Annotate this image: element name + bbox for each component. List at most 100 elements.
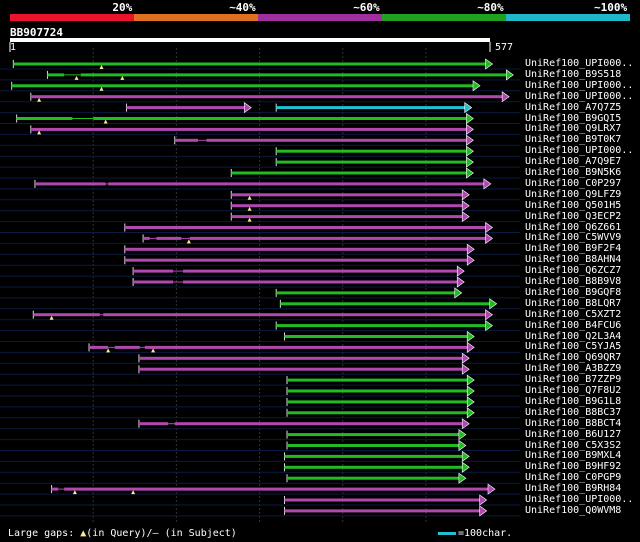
hit-label[interactable]: UniRef100_B8LQR7 [525,297,622,309]
hit-end-arrow-icon [456,276,465,288]
hit-label[interactable]: UniRef100_B9MXL4 [525,450,622,462]
hit-segment [276,324,487,328]
hit-end-arrow-icon [458,439,467,452]
hit-label[interactable]: UniRef100_B9GQI5 [525,112,622,124]
hit-segment [114,345,140,349]
hit-segment [231,204,464,208]
query-gap-triangle-icon [99,65,104,69]
hit-segment [206,138,468,142]
query-name: BB907724 [10,26,63,39]
hit-label[interactable]: UniRef100_UPI000.. [525,58,634,69]
hit-segment [124,258,469,262]
hit-end-arrow-icon [458,472,467,484]
ruler-end-label: 577 [495,42,514,53]
hit-label[interactable]: UniRef100_Q2L3A4 [525,330,622,342]
hit-segment [287,411,469,415]
hit-segment [287,444,460,447]
hit-label[interactable]: UniRef100_B6U127 [525,428,622,440]
hit-segment [156,236,182,240]
hit-end-arrow-icon [466,330,475,343]
hit-segment [284,335,469,338]
hit-end-arrow-icon [466,145,474,157]
hit-label[interactable]: UniRef100_B9RH84 [525,483,622,495]
hit-label[interactable]: UniRef100_B9T0K7 [525,134,622,146]
hit-label[interactable]: UniRef100_Q6Z661 [525,221,622,233]
hit-segment [64,487,489,491]
hit-label[interactable]: UniRef100_B9HF92 [525,461,622,473]
hit-label[interactable]: UniRef100_Q9LFZ9 [525,188,622,200]
hit-label[interactable]: UniRef100_B9GQF8 [525,286,622,298]
query-gap-triangle-icon [37,130,42,135]
hit-segment [30,95,504,99]
hit-end-arrow-icon [461,189,470,201]
hit-end-arrow-icon [466,167,474,179]
hit-segment [30,127,468,131]
hit-label[interactable]: UniRef100_Q69QR7 [525,352,622,364]
hit-segment [138,367,464,371]
hit-end-arrow-icon [454,287,463,299]
hit-segment [174,422,464,426]
hit-label[interactable]: UniRef100_A3BZZ9 [525,363,622,375]
hit-end-arrow-icon [461,363,470,375]
hit-label[interactable]: UniRef100_A7Q7Z5 [525,101,622,113]
hit-label[interactable]: UniRef100_C0PGP9 [525,472,622,484]
hit-label[interactable]: UniRef100_C5YJA5 [525,341,622,353]
hit-label[interactable]: UniRef100_B8AHN4 [525,254,622,266]
hit-label[interactable]: UniRef100_B8BC37 [525,406,622,418]
hit-label[interactable]: UniRef100_B9N5K6 [525,167,622,178]
hit-label[interactable]: UniRef100_UPI000.. [525,145,634,157]
hit-segment [284,454,464,458]
hit-segment [138,356,464,360]
hit-label[interactable]: UniRef100_Q7F8U2 [525,385,622,396]
hit-label[interactable]: UniRef100_Q6ZCZ7 [525,265,622,277]
query-gap-triangle-icon [120,75,125,80]
hit-end-arrow-icon [461,418,470,430]
hit-label[interactable]: UniRef100_B9F2F4 [525,243,622,255]
hit-segment [108,182,485,186]
query-gap-triangle-icon [99,86,104,91]
hit-label[interactable]: UniRef100_C5XZT2 [525,308,622,320]
hit-segment [183,269,459,273]
query-gap-triangle-icon [49,315,54,320]
hit-end-arrow-icon [487,483,496,495]
hit-label[interactable]: UniRef100_Q3ECP2 [525,210,622,222]
hit-label[interactable]: UniRef100_B4FCU6 [525,319,622,331]
hit-segment [287,433,460,437]
hit-label[interactable]: UniRef100_C5X3S2 [525,439,622,451]
hit-end-arrow-icon [472,80,481,92]
hit-label[interactable]: UniRef100_B9S518 [525,68,622,80]
query-gap-triangle-icon [131,490,136,495]
hit-label[interactable]: UniRef100_C0P297 [525,177,622,189]
hit-label[interactable]: UniRef100_B8BCT4 [525,417,622,429]
query-gap-triangle-icon: ▲ [80,528,87,539]
hit-segment [287,389,469,393]
hit-label[interactable]: UniRef100_Q0WVM8 [525,504,622,516]
hit-label[interactable]: UniRef100_UPI000.. [525,79,634,91]
hit-label[interactable]: UniRef100_UPI000.. [525,494,634,505]
hit-label[interactable]: UniRef100_B8B9V8 [525,276,622,287]
hit-segment [138,422,169,426]
hit-segment [11,84,475,88]
hit-label[interactable]: UniRef100_UPI000.. [525,90,634,102]
hit-segment [284,465,464,469]
hit-label[interactable]: UniRef100_B7ZZP9 [525,374,622,386]
hit-end-arrow-icon [243,102,252,114]
scale-segment [382,14,506,21]
hit-end-arrow-icon [485,309,494,321]
hit-label[interactable]: UniRef100_A7Q9E7 [525,156,622,168]
hit-end-arrow-icon [485,232,494,244]
hit-end-arrow-icon [479,505,488,517]
hit-label[interactable]: UniRef100_Q501H5 [525,199,622,211]
query-bar [10,38,490,42]
hit-end-arrow-icon [461,450,470,462]
hit-end-arrow-icon [464,102,473,114]
hit-label[interactable]: UniRef100_B9G1L8 [525,395,622,407]
hit-end-arrow-icon [461,352,470,364]
legend-dash: – [152,528,159,539]
hit-label[interactable]: UniRef100_C5WVV9 [525,232,622,244]
hit-segment [34,182,106,186]
hit-segment [103,313,487,317]
hit-label[interactable]: UniRef100_Q9LRX7 [525,123,622,135]
hit-end-arrow-icon [461,200,470,212]
